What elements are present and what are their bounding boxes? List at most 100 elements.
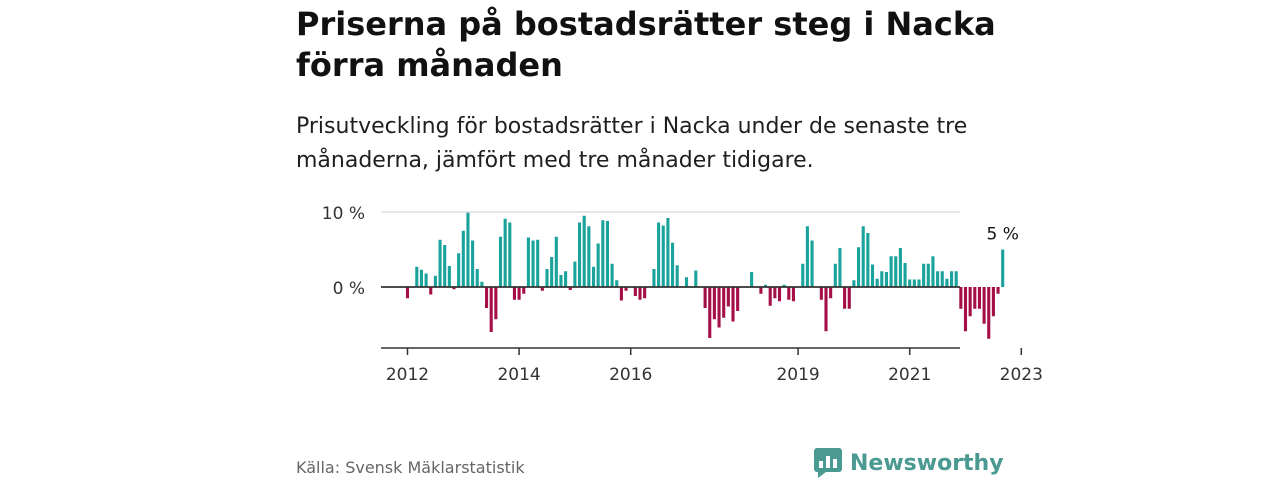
data-bar	[991, 287, 995, 317]
brand[interactable]: Newsworthy	[814, 446, 1004, 480]
data-bar	[726, 287, 730, 307]
labels: 10 % 0 % 2012 2014 2016 2019 2021 2023 5 %	[322, 204, 1043, 385]
data-bar	[443, 245, 447, 287]
data-bar	[838, 248, 842, 287]
data-bar	[661, 225, 665, 287]
data-bar	[540, 287, 544, 291]
data-bar	[438, 239, 442, 287]
data-bar	[805, 226, 809, 287]
data-bar	[503, 218, 507, 287]
data-bar	[461, 230, 465, 287]
x-tick-label: 2012	[386, 365, 429, 385]
data-bar	[568, 287, 572, 290]
data-bar	[694, 270, 698, 287]
data-bar	[536, 239, 540, 287]
y-tick-label: 0 %	[333, 279, 365, 299]
data-bar	[982, 287, 986, 324]
brand-name: Newsworthy	[850, 450, 1004, 476]
data-bar	[531, 240, 535, 287]
data-bar	[945, 278, 949, 287]
data-bar	[610, 263, 614, 287]
data-bar	[452, 287, 456, 290]
data-bar	[926, 263, 930, 287]
data-bar	[833, 263, 837, 287]
data-bar	[415, 266, 419, 287]
data-bar	[638, 287, 642, 300]
data-bar	[759, 287, 763, 294]
data-bar	[750, 272, 754, 287]
data-bar	[861, 226, 865, 287]
data-bar	[712, 287, 716, 320]
data-bar	[564, 271, 568, 287]
data-bar	[578, 222, 582, 287]
data-bar	[843, 287, 847, 309]
data-bar	[852, 280, 856, 287]
data-bar	[666, 218, 670, 287]
data-bar	[903, 263, 907, 287]
data-bar	[447, 266, 451, 287]
data-bar	[587, 226, 591, 287]
data-bar	[517, 287, 521, 300]
data-bar	[764, 284, 768, 287]
data-bar	[917, 279, 921, 287]
data-bar	[619, 287, 623, 301]
data-bar	[791, 287, 795, 302]
data-bar	[908, 279, 912, 287]
data-bar	[996, 287, 1000, 294]
data-bar	[489, 287, 493, 332]
data-bar	[940, 271, 944, 287]
data-bar	[847, 287, 851, 309]
data-bar	[987, 287, 991, 339]
data-bar	[633, 287, 637, 296]
x-tick-label: 2023	[1000, 365, 1043, 385]
x-tick-label: 2021	[888, 365, 931, 385]
data-bar	[601, 220, 605, 287]
data-bar	[1001, 249, 1005, 287]
data-bar	[652, 269, 656, 287]
data-bar	[591, 266, 596, 287]
data-bar	[857, 247, 861, 287]
data-bar	[405, 287, 410, 299]
x-tick-label: 2016	[609, 365, 652, 385]
chart-subtitle: Prisutveckling för bostadsrätter i Nacka…	[296, 114, 968, 173]
data-bar	[777, 287, 782, 302]
data-bar	[880, 271, 884, 287]
axes	[381, 286, 1023, 355]
data-bar	[424, 273, 428, 287]
data-bar	[875, 278, 879, 287]
data-bar	[824, 287, 828, 332]
data-bar	[596, 243, 600, 287]
data-bar	[684, 277, 689, 287]
data-bar	[615, 280, 619, 287]
data-bar	[708, 287, 712, 338]
data-bar	[912, 279, 916, 287]
data-bar	[884, 272, 888, 287]
data-bar	[554, 236, 558, 287]
data-bar	[624, 287, 628, 291]
data-bar	[768, 287, 772, 306]
data-bar	[429, 287, 433, 295]
data-bar	[545, 269, 549, 287]
data-bar	[968, 287, 972, 317]
data-bar	[722, 287, 726, 318]
x-tick-label: 2019	[776, 365, 819, 385]
data-bar	[475, 269, 479, 287]
chart-title: Priserna på bostadsrätter steg i Nacka f…	[296, 5, 996, 84]
data-bar	[466, 212, 470, 287]
data-bar	[801, 263, 805, 287]
data-bar	[931, 256, 935, 287]
data-bar	[810, 240, 814, 287]
data-bar	[866, 233, 870, 287]
data-bar	[494, 287, 498, 320]
data-bar	[419, 269, 423, 287]
data-bar	[954, 271, 958, 287]
data-bar	[512, 287, 516, 300]
data-bar	[717, 287, 721, 328]
data-bar	[485, 287, 489, 308]
data-bar	[433, 275, 437, 287]
data-bar	[936, 271, 940, 287]
data-bar	[950, 271, 954, 287]
data-bar	[977, 287, 981, 309]
data-bar	[870, 264, 875, 287]
data-bar	[963, 287, 968, 332]
